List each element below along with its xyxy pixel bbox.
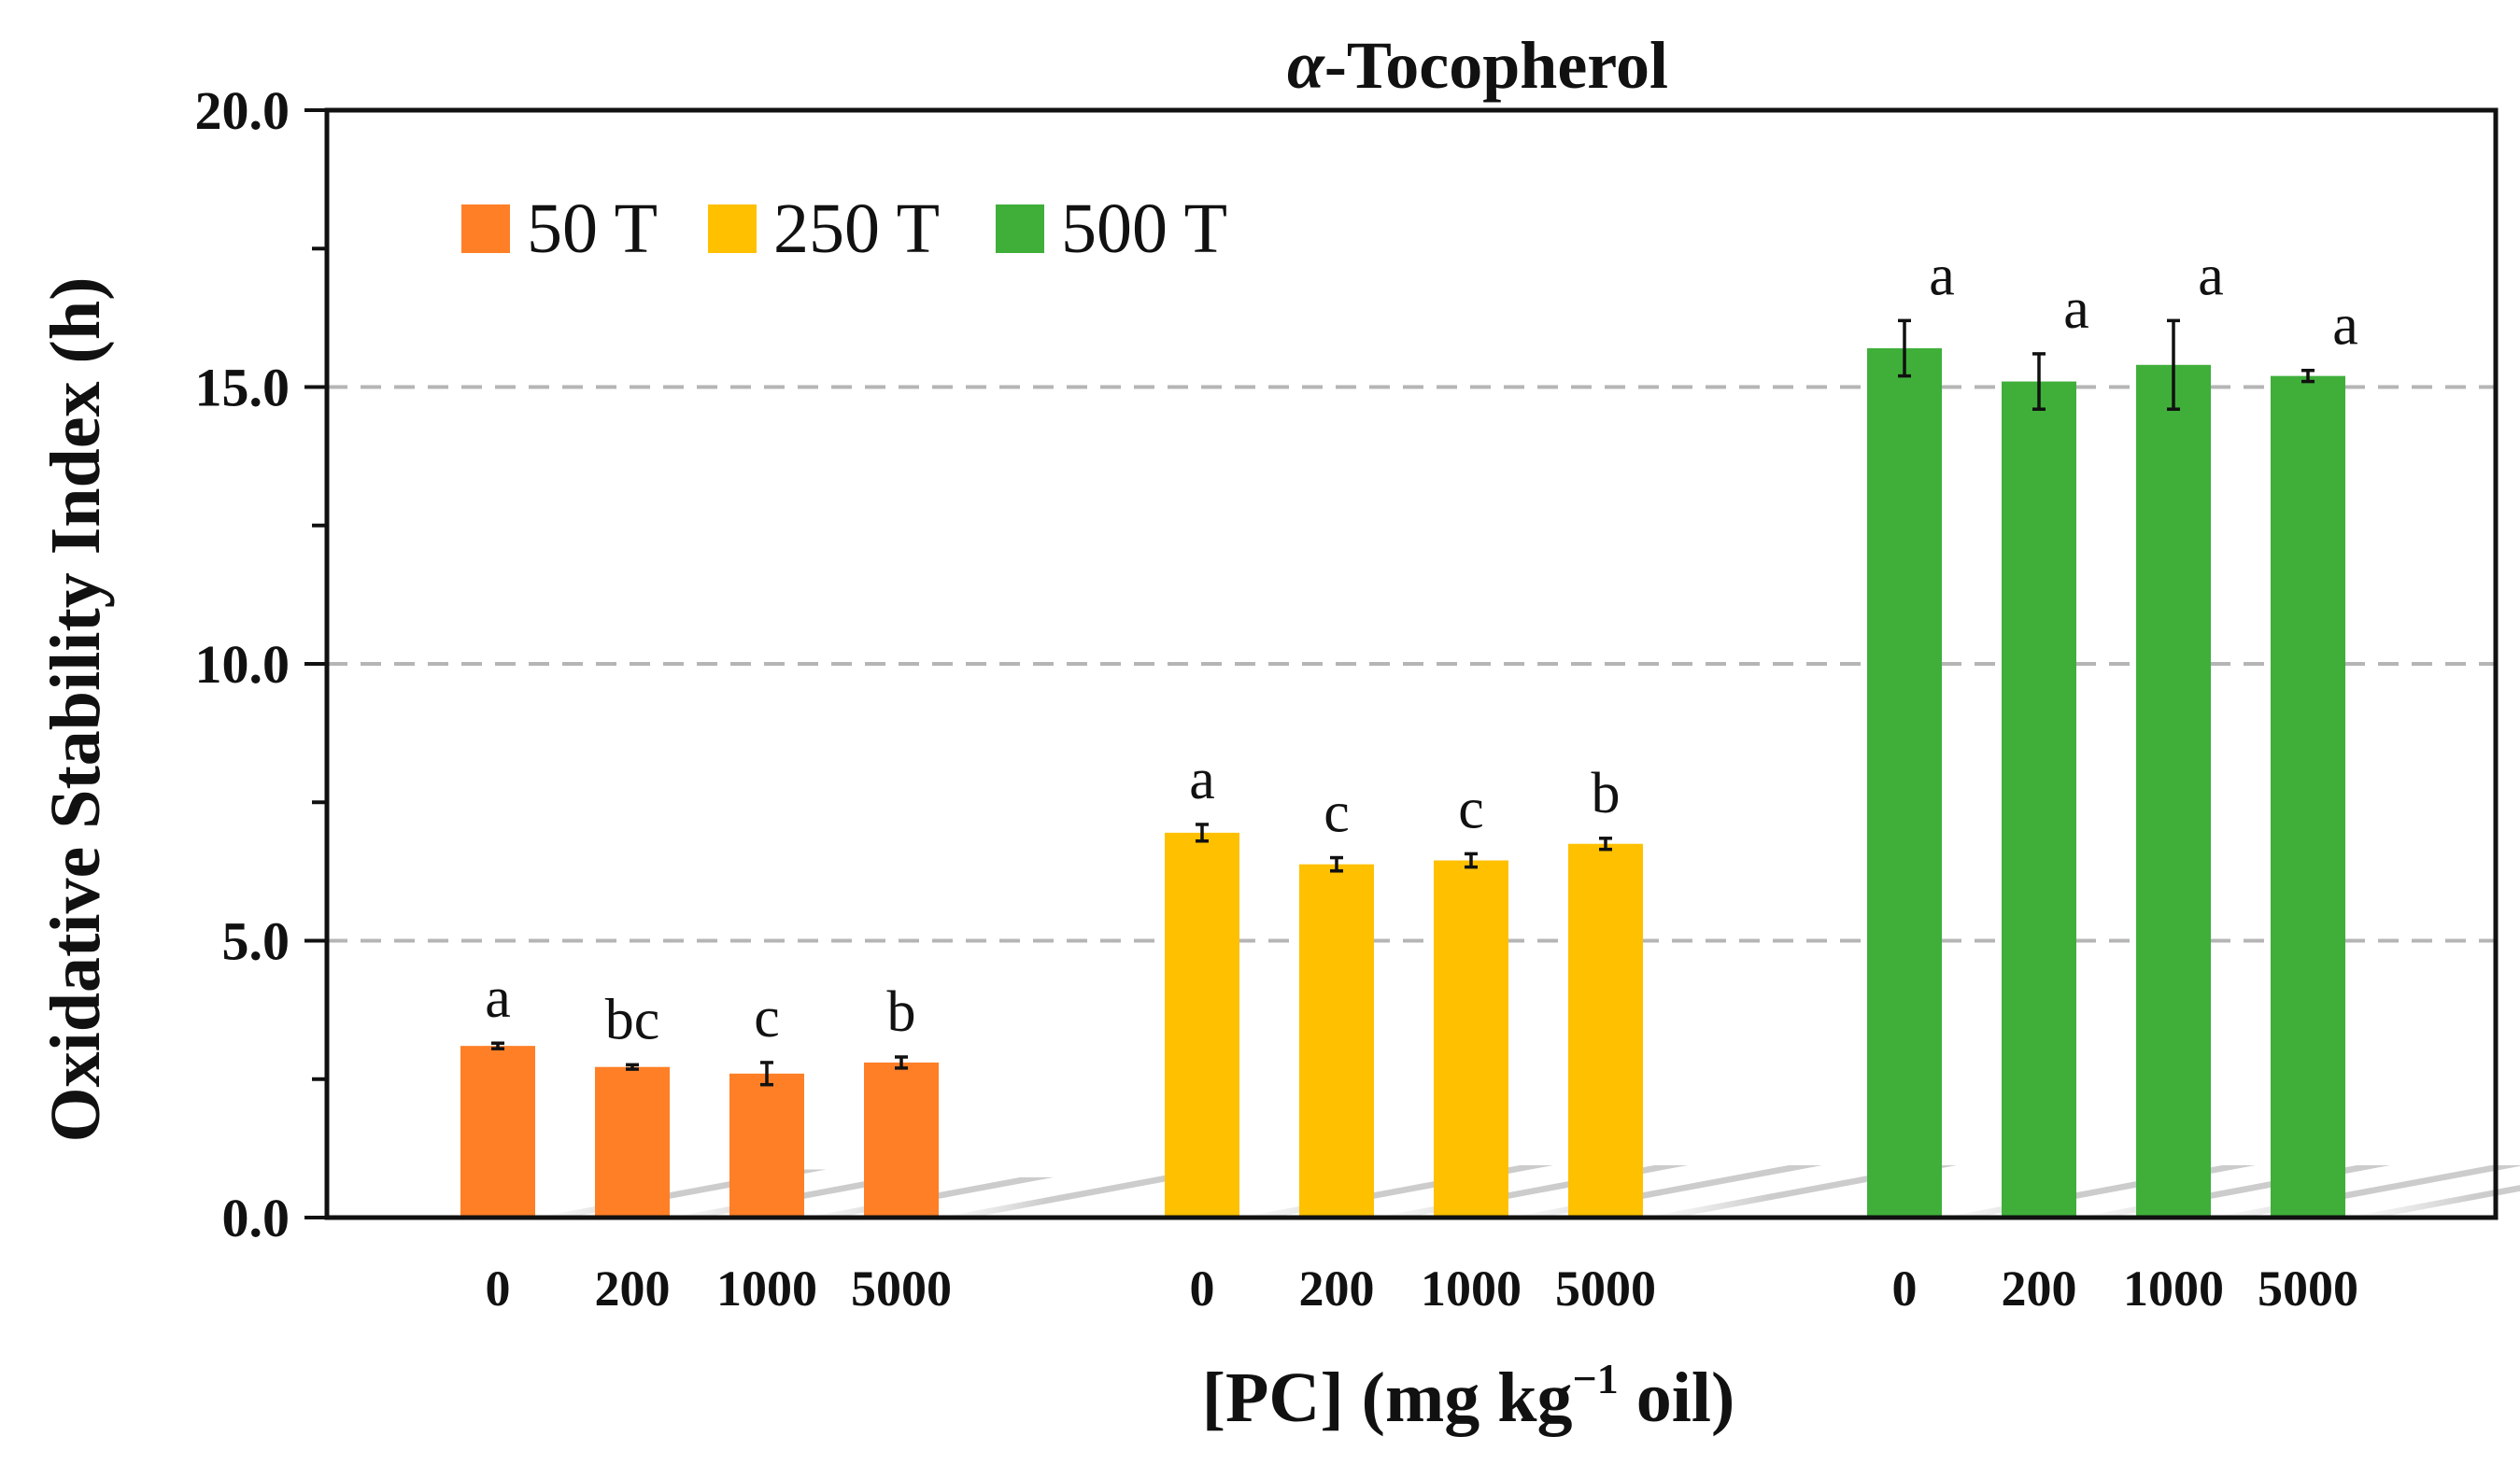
chart-title-greek: α: [1287, 28, 1325, 103]
x-category-label: 0: [486, 1261, 511, 1317]
significance-letter: c: [1324, 782, 1350, 845]
significance-letter: bc: [605, 988, 660, 1051]
x-category-label: 200: [1299, 1261, 1375, 1317]
bar: [595, 1066, 670, 1218]
error-bars: [491, 318, 2315, 1087]
bar: [1867, 347, 1942, 1218]
bars: [460, 347, 2345, 1218]
x-category-label: 5000: [851, 1261, 952, 1317]
significance-letter: a: [485, 966, 511, 1030]
legend-label: 250 T: [773, 190, 940, 268]
bar: [460, 1046, 535, 1218]
bar-shadow: [2211, 1165, 2520, 1218]
bar: [2002, 381, 2076, 1218]
y-tick-label: 5.0: [222, 911, 290, 972]
y-axis-ticks: 0.0 5.0 10.0 15.0 20.0: [195, 80, 327, 1248]
significance-letter: c: [754, 986, 780, 1049]
bar: [1165, 832, 1239, 1218]
bar: [1568, 843, 1643, 1218]
significance-letter: c: [1458, 777, 1484, 840]
significance-letter: a: [2063, 277, 2089, 341]
bar: [729, 1073, 804, 1218]
bar: [864, 1062, 939, 1218]
x-category-label: 5000: [2258, 1261, 2358, 1317]
x-category-label: 200: [2002, 1261, 2077, 1317]
x-category-label: 1000: [716, 1261, 817, 1317]
legend-swatch: [996, 204, 1044, 253]
bar-shadows: [535, 1165, 2520, 1218]
bar: [1299, 864, 1374, 1218]
legend: 50 T 250 T 500 T: [461, 190, 1227, 268]
y-tick-label: 10.0: [195, 634, 290, 695]
x-category-label: 1000: [1421, 1261, 1522, 1317]
x-category-label: 5000: [1555, 1261, 1656, 1317]
bar-shadow: [939, 1174, 1206, 1218]
legend-swatch: [461, 204, 510, 253]
significance-letters: a bc c b a c c b a a a a: [485, 244, 2358, 1051]
significance-letter: a: [1929, 244, 1955, 307]
bar: [2271, 375, 2345, 1218]
significance-letter: a: [2332, 294, 2358, 358]
x-category-labels: 0 200 1000 5000 0 200 1000 5000 0 200 1000 5000: [486, 1261, 2359, 1317]
y-tick-label: 20.0: [195, 80, 290, 141]
y-tick-label: 15.0: [195, 358, 290, 418]
significance-letter: a: [2198, 244, 2224, 307]
x-axis-title-superscript: −1: [1573, 1355, 1619, 1402]
legend-label: 500 T: [1061, 190, 1227, 268]
x-category-label: 200: [595, 1261, 671, 1317]
gridlines: [327, 385, 2496, 943]
bar-shadow: [1508, 1165, 1822, 1218]
x-axis-title-tail: oil): [1619, 1359, 1735, 1437]
legend-label: 50 T: [527, 190, 658, 268]
chart-title-text: -Tocopherol: [1324, 28, 1668, 103]
legend-swatch: [708, 204, 757, 253]
x-category-label: 0: [1892, 1261, 1918, 1317]
significance-letter: b: [1592, 762, 1621, 825]
significance-letter: b: [887, 980, 916, 1044]
x-axis-title: [PC] (mg kg−1 oil): [1202, 1355, 1735, 1437]
y-axis-title: Oxidative Stability Index (h): [36, 277, 115, 1143]
x-category-label: 0: [1190, 1261, 1215, 1317]
chart-title: α-Tocopherol: [1287, 28, 1668, 103]
bar: [2136, 364, 2211, 1218]
significance-letter: a: [1189, 748, 1215, 811]
y-tick-label: 0.0: [222, 1188, 290, 1248]
x-axis-title-main: [PC] (mg kg: [1202, 1359, 1573, 1437]
bar: [1434, 860, 1508, 1218]
x-category-label: 1000: [2123, 1261, 2224, 1317]
